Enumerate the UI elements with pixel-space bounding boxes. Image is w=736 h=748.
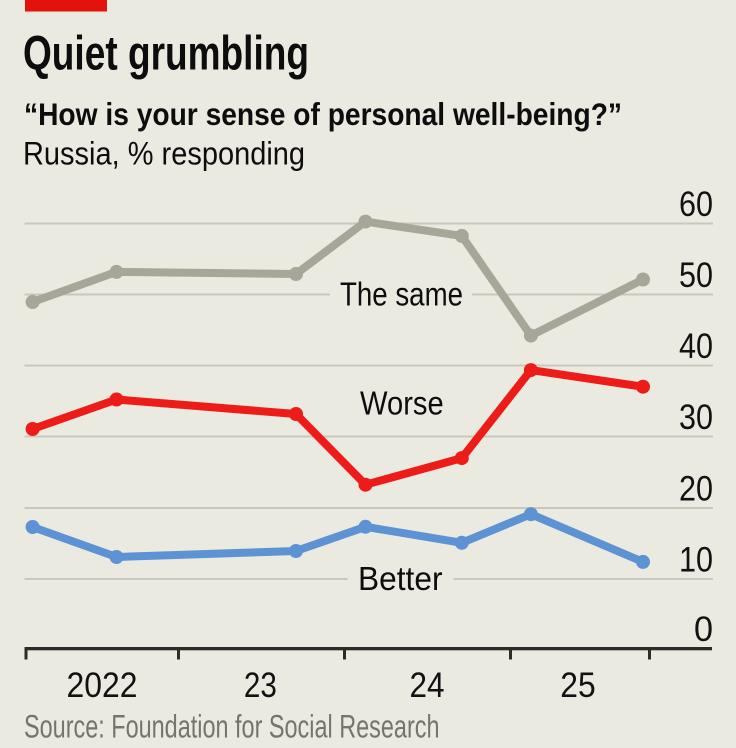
svg-text:24: 24 — [410, 666, 445, 705]
svg-text:Quiet grumbling: Quiet grumbling — [23, 27, 309, 81]
svg-text:Better: Better — [358, 561, 443, 598]
svg-text:25: 25 — [560, 666, 595, 705]
svg-text:Worse: Worse — [360, 386, 444, 423]
svg-text:30: 30 — [679, 398, 713, 437]
svg-text:“How is your sense of personal: “How is your sense of personal well-bein… — [24, 96, 622, 132]
svg-text:23: 23 — [244, 666, 277, 705]
svg-text:20: 20 — [679, 470, 713, 509]
svg-text:50: 50 — [679, 256, 713, 295]
svg-text:0: 0 — [694, 610, 713, 649]
svg-text:The same: The same — [340, 276, 463, 313]
svg-text:Russia, % responding: Russia, % responding — [23, 136, 305, 172]
svg-text:40: 40 — [679, 327, 713, 366]
svg-text:Source: Foundation for Social: Source: Foundation for Social Research — [24, 709, 440, 745]
svg-text:60: 60 — [679, 185, 713, 224]
svg-text:2022: 2022 — [67, 666, 138, 705]
svg-text:10: 10 — [679, 541, 713, 580]
